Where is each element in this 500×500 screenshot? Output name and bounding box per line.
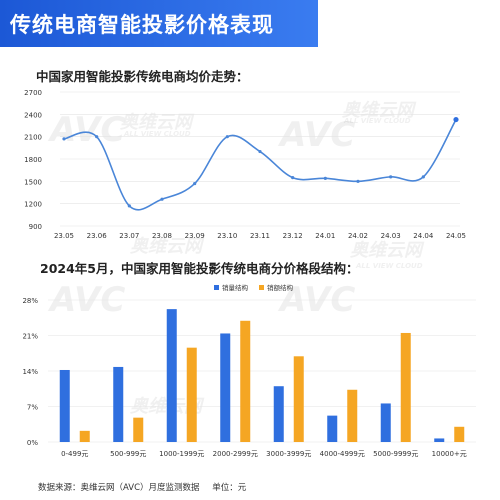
line-point bbox=[160, 197, 164, 201]
line-y-tick-label: 2700 bbox=[24, 89, 42, 97]
bar-x-tick-label: 2000-2999元 bbox=[213, 450, 258, 458]
line-x-tick-label: 24.02 bbox=[348, 232, 368, 240]
page-title: 传统电商智能投影价格表现 bbox=[10, 13, 274, 37]
price-trend-line bbox=[63, 119, 457, 211]
line-x-tick-label: 23.12 bbox=[283, 232, 303, 240]
volume-bar bbox=[113, 366, 124, 442]
bar-x-tick-label: 4000-4999元 bbox=[320, 450, 365, 458]
line-x-tick-label: 24.01 bbox=[315, 232, 335, 240]
line-x-tick-label: 23.07 bbox=[119, 232, 139, 240]
line-y-tick-label: 1500 bbox=[24, 178, 42, 186]
line-x-tick-label: 23.09 bbox=[185, 232, 205, 240]
line-x-tick-label: 23.11 bbox=[250, 232, 270, 240]
line-point bbox=[225, 135, 229, 139]
footer: 数据来源：奥维云网（AVC）月度监测数据 单位：元 bbox=[38, 481, 256, 493]
bar-y-tick-label: 0% bbox=[27, 439, 38, 447]
bar-x-tick-label: 3000-3999元 bbox=[266, 450, 311, 458]
volume-bar bbox=[220, 333, 231, 442]
line-point bbox=[258, 149, 262, 154]
line-chart-title: 中国家用智能投影传统电商均价走势： bbox=[36, 69, 249, 84]
revenue-bar bbox=[133, 417, 144, 442]
legend-label: 销额结构 bbox=[267, 283, 294, 292]
bar-x-tick-label: 0-499元 bbox=[61, 450, 88, 458]
volume-bar bbox=[59, 369, 70, 442]
legend-swatch bbox=[259, 285, 264, 290]
line-x-tick-label: 24.03 bbox=[381, 232, 401, 240]
bar-y-tick-label: 28% bbox=[22, 297, 38, 305]
line-point bbox=[193, 181, 197, 186]
line-x-tick-label: 24.04 bbox=[413, 232, 434, 240]
bar-y-tick-label: 7% bbox=[27, 404, 38, 412]
bar-x-tick-label: 1000-1999元 bbox=[159, 450, 204, 458]
line-point bbox=[127, 204, 131, 208]
line-x-tick-label: 23.10 bbox=[217, 232, 237, 240]
line-point bbox=[62, 137, 66, 141]
revenue-bar bbox=[454, 426, 465, 442]
line-point bbox=[453, 116, 459, 123]
volume-bar bbox=[380, 403, 391, 442]
volume-bar bbox=[434, 438, 445, 442]
line-y-tick-label: 900 bbox=[29, 223, 42, 231]
revenue-bar bbox=[186, 347, 197, 442]
line-point bbox=[291, 176, 295, 180]
revenue-bar bbox=[293, 356, 304, 442]
line-point bbox=[421, 175, 425, 179]
line-x-tick-label: 24.05 bbox=[446, 232, 466, 240]
revenue-bar bbox=[400, 332, 411, 442]
line-x-tick-label: 23.05 bbox=[54, 232, 74, 240]
bar-x-tick-label: 500-999元 bbox=[110, 450, 146, 458]
revenue-bar bbox=[240, 320, 251, 442]
volume-bar bbox=[273, 386, 284, 442]
line-point bbox=[95, 135, 99, 139]
revenue-bar bbox=[79, 430, 90, 442]
footer-source: 数据来源：奥维云网（AVC）月度监测数据 bbox=[38, 483, 200, 493]
volume-bar bbox=[327, 415, 338, 442]
footer-unit: 单位：元 bbox=[212, 483, 247, 493]
bar-y-tick-label: 21% bbox=[22, 333, 38, 341]
title-banner: 传统电商智能投影价格表现 bbox=[0, 0, 318, 47]
legend-label: 销量结构 bbox=[222, 283, 249, 292]
bar-chart-title: 2024年5月，中国家用智能投影传统电商分价格段结构： bbox=[40, 261, 359, 276]
volume-bar bbox=[166, 309, 177, 442]
line-x-tick-label: 23.08 bbox=[152, 232, 172, 240]
bar-x-tick-label: 10000+元 bbox=[432, 450, 467, 458]
bar-x-tick-label: 5000-9999元 bbox=[373, 450, 418, 458]
line-point bbox=[389, 175, 393, 179]
line-y-tick-label: 2400 bbox=[24, 111, 42, 119]
line-x-tick-label: 23.06 bbox=[87, 232, 108, 240]
line-y-tick-label: 2100 bbox=[24, 134, 42, 142]
line-point bbox=[323, 176, 327, 180]
bar-y-tick-label: 14% bbox=[22, 368, 38, 376]
legend-swatch bbox=[214, 285, 219, 290]
line-y-tick-label: 1800 bbox=[24, 156, 42, 164]
line-point bbox=[356, 179, 360, 183]
line-y-tick-label: 1200 bbox=[24, 201, 42, 209]
revenue-bar bbox=[347, 389, 358, 442]
